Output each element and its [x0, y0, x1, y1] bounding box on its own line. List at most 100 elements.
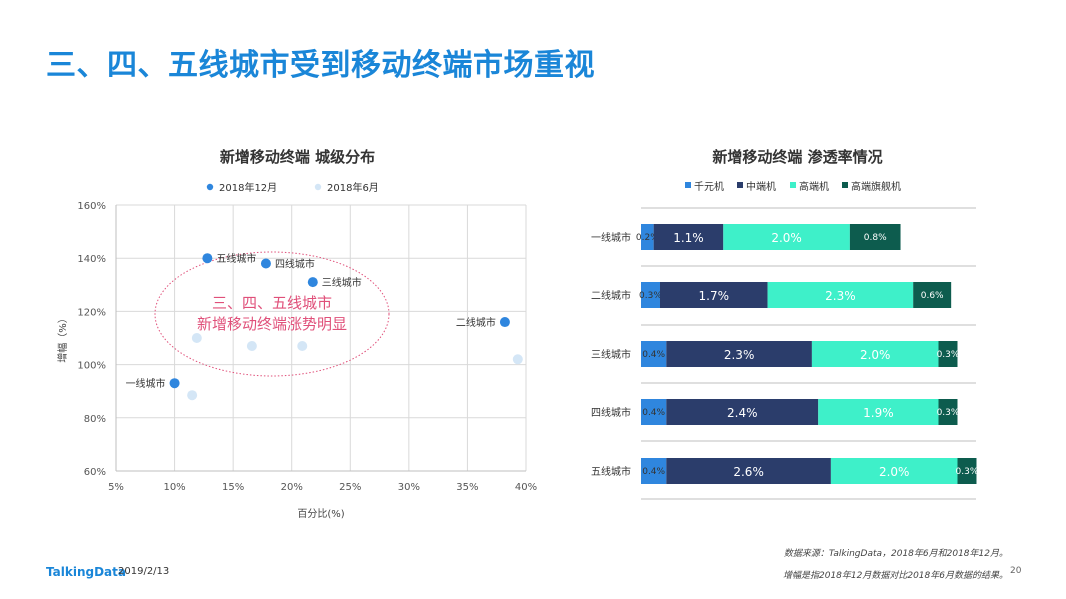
- bar-segment: [913, 282, 952, 308]
- highlight-ellipse: [154, 251, 390, 377]
- category-label: 四线城市: [591, 406, 631, 419]
- point-label: 四线城市: [275, 258, 315, 271]
- data-label: 2.0%: [879, 465, 910, 479]
- data-label: 0.3%: [956, 467, 979, 477]
- legend-marker: [842, 182, 848, 188]
- point-label: 五线城市: [216, 252, 256, 265]
- data-point: [191, 333, 202, 343]
- bar-chart-title: 新增移动终端 渗透率情况: [712, 148, 883, 166]
- bar-segment: [767, 282, 914, 308]
- x-tick-label: 5%: [108, 482, 124, 493]
- data-source-note: 数据来源：TalkingData，2018年6月和2018年12月。: [783, 549, 1008, 559]
- bar-segment: [811, 341, 939, 367]
- bar-segment: [957, 458, 977, 484]
- bar-segment: [849, 224, 901, 250]
- data-label: 2.3%: [825, 289, 856, 303]
- legend-marker: [790, 182, 796, 188]
- y-tick-label: 80%: [84, 414, 106, 425]
- page-number: 20: [1010, 566, 1022, 576]
- category-label: 三线城市: [591, 348, 631, 361]
- talkingdata-logo: TalkingData: [46, 565, 126, 579]
- annotation-line-1: 三、四、五线城市: [212, 294, 332, 312]
- data-point: [169, 378, 180, 389]
- data-label: 0.4%: [642, 350, 665, 360]
- annotation-line-2: 新增移动终端涨势明显: [197, 315, 347, 333]
- data-label: 0.4%: [642, 467, 665, 477]
- category-label: 五线城市: [591, 465, 631, 478]
- data-label: 1.9%: [863, 406, 894, 420]
- data-label: 1.7%: [699, 289, 730, 303]
- x-tick-label: 30%: [398, 482, 420, 493]
- legend-label: 中端机: [746, 180, 776, 193]
- bar-segment: [641, 282, 660, 308]
- page-title: 三、四、五线城市受到移动终端市场重视: [46, 48, 595, 83]
- data-point: [297, 340, 308, 351]
- legend-label: 千元机: [694, 180, 724, 193]
- data-label: 1.1%: [673, 231, 704, 245]
- point-label: 一线城市: [126, 377, 166, 390]
- x-tick-label: 15%: [222, 482, 244, 493]
- data-label: 2.0%: [771, 231, 802, 245]
- data-label: 2.0%: [860, 348, 891, 362]
- bar-segment: [653, 224, 724, 250]
- legend-marker: [737, 182, 743, 188]
- x-tick-label: 20%: [281, 482, 303, 493]
- bar-segment: [641, 341, 667, 367]
- point-label: 二线城市: [456, 316, 496, 329]
- bar-segment: [938, 341, 958, 367]
- legend-marker: [314, 183, 322, 191]
- scatter-chart-title: 新增移动终端 城级分布: [219, 148, 376, 166]
- y-tick-label: 60%: [84, 467, 106, 478]
- data-point: [512, 354, 523, 365]
- data-point: [307, 277, 318, 288]
- legend-marker: [206, 183, 214, 191]
- x-tick-label: 10%: [163, 482, 185, 493]
- category-label: 二线城市: [591, 289, 631, 302]
- bar-segment: [818, 399, 939, 425]
- bar-segment: [659, 282, 768, 308]
- x-tick-label: 35%: [456, 482, 478, 493]
- data-label: 0.2%: [636, 233, 659, 243]
- y-tick-label: 160%: [77, 201, 106, 212]
- data-label: 0.6%: [921, 291, 944, 301]
- y-tick-label: 140%: [77, 254, 106, 265]
- footer-date: 2019/2/13: [118, 566, 170, 577]
- data-label: 2.4%: [727, 406, 758, 420]
- data-label: 0.3%: [639, 291, 662, 301]
- data-label: 0.3%: [937, 350, 960, 360]
- y-axis-label: 增幅（%）: [56, 313, 69, 363]
- x-axis-label: 百分比(%): [297, 508, 344, 520]
- bar-segment: [666, 341, 812, 367]
- bar-segment: [666, 458, 831, 484]
- bar-segment: [641, 399, 667, 425]
- growth-definition-note: 增幅是指2018年12月数据对比2018年6月数据的结果。: [783, 571, 1008, 581]
- bar-segment: [830, 458, 958, 484]
- scatter-chart: 5% 10% 15% 20% 25% 30% 35% 40% 60% 80% 100% 120% 140…: [56, 181, 537, 520]
- category-label: 一线城市: [591, 231, 631, 244]
- legend-label: 高端旗舰机: [851, 180, 901, 193]
- data-label: 0.3%: [937, 408, 960, 418]
- y-tick-label: 100%: [77, 361, 106, 372]
- legend-marker: [685, 182, 691, 188]
- x-tick-label: 40%: [515, 482, 537, 493]
- bar-segment: [938, 399, 958, 425]
- data-point: [202, 253, 213, 264]
- bar-segment: [723, 224, 850, 250]
- bar-segment: [666, 399, 819, 425]
- data-point: [187, 390, 198, 401]
- data-point: [499, 317, 510, 328]
- x-tick-label: 25%: [339, 482, 361, 493]
- legend-label: 2018年6月: [327, 181, 379, 194]
- bar-segment: [641, 458, 667, 484]
- data-point: [246, 340, 257, 351]
- point-label: 三线城市: [322, 276, 362, 289]
- legend-label: 2018年12月: [219, 181, 277, 194]
- data-label: 0.8%: [864, 233, 887, 243]
- data-label: 2.6%: [733, 465, 764, 479]
- data-point: [260, 258, 271, 269]
- legend-label: 高端机: [799, 180, 829, 193]
- data-label: 2.3%: [724, 348, 755, 362]
- bar-segment: [641, 224, 654, 250]
- data-label: 0.4%: [642, 408, 665, 418]
